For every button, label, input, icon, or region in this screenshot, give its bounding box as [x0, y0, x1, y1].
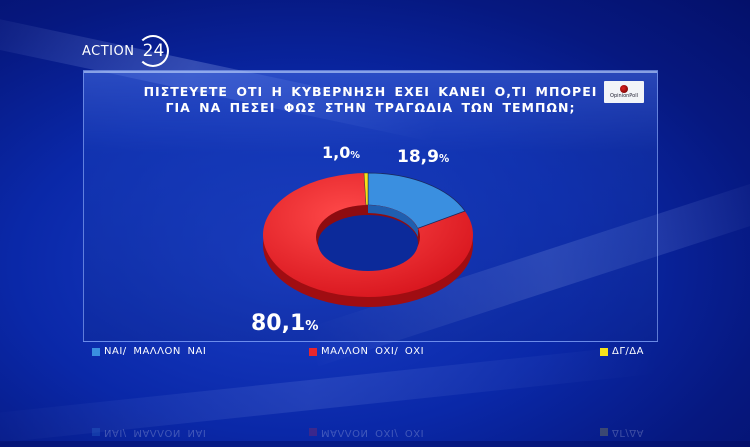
legend-swatch-yes: [92, 347, 100, 356]
poll-question-line2: ΓΙΑ ΝΑ ΠΕΣΕΙ ΦΩΣ ΣΤΗΝ ΤΡΑΓΩΔΙΑ ΤΩΝ ΤΕΜΠΩ…: [165, 100, 576, 115]
donut-chart-svg: [263, 172, 473, 307]
poll-question-line1: ΠΙΣΤΕΥΕΤΕ ΟΤΙ Η ΚΥΒΕΡΝΗΣΗ ΕΧΕΙ ΚΑΝΕΙ Ο,Τ…: [143, 84, 598, 99]
legend-label-dk: ΔΓ/ΔΑ: [612, 346, 644, 357]
channel-logo: ACTION 24: [82, 35, 170, 67]
channel-logo-text: ACTION: [82, 43, 135, 59]
legend-label-no: ΜΑΛΛΟΝ ΟΧΙ/ ΟΧΙ: [321, 346, 425, 357]
label-no: 80,1%: [251, 311, 319, 336]
donut-chart: [258, 163, 478, 313]
channel-logo-number: 24: [137, 35, 170, 67]
legend-label-yes: ΝΑΙ/ ΜΑΛΛΟΝ ΝΑΙ: [104, 346, 207, 357]
legend-swatch-no: [309, 347, 317, 356]
legend-item-yes: ΝΑΙ/ ΜΑΛΛΟΝ ΝΑΙ: [92, 346, 206, 357]
pollster-name: OpinionPoll: [610, 92, 638, 99]
donut-hole: [318, 215, 418, 271]
legend-item-no: ΜΑΛΛΟΝ ΟΧΙ/ ΟΧΙ: [309, 346, 424, 357]
pollster-logo: OpinionPoll: [604, 81, 644, 103]
pollster-logo-icon: [620, 84, 628, 93]
label-yes: 18,9%: [397, 147, 450, 167]
label-dk: 1,0%: [322, 143, 360, 162]
legend-swatch-dk: [600, 347, 608, 356]
floor-reflection: ΝΑΙ/ ΜΑΛΛΟΝ ΝΑΙ ΜΑΛΛΟΝ ΟΧΙ/ ΟΧΙ ΔΓ/ΔΑ: [83, 380, 656, 440]
legend-item-dk: ΔΓ/ΔΑ: [600, 346, 644, 357]
poll-question: ΠΙΣΤΕΥΕΤΕ ΟΤΙ Η ΚΥΒΕΡΝΗΣΗ ΕΧΕΙ ΚΑΝΕΙ Ο,Τ…: [84, 84, 657, 116]
poll-panel: ΠΙΣΤΕΥΕΤΕ ΟΤΙ Η ΚΥΒΕΡΝΗΣΗ ΕΧΕΙ ΚΑΝΕΙ Ο,Τ…: [83, 70, 658, 342]
